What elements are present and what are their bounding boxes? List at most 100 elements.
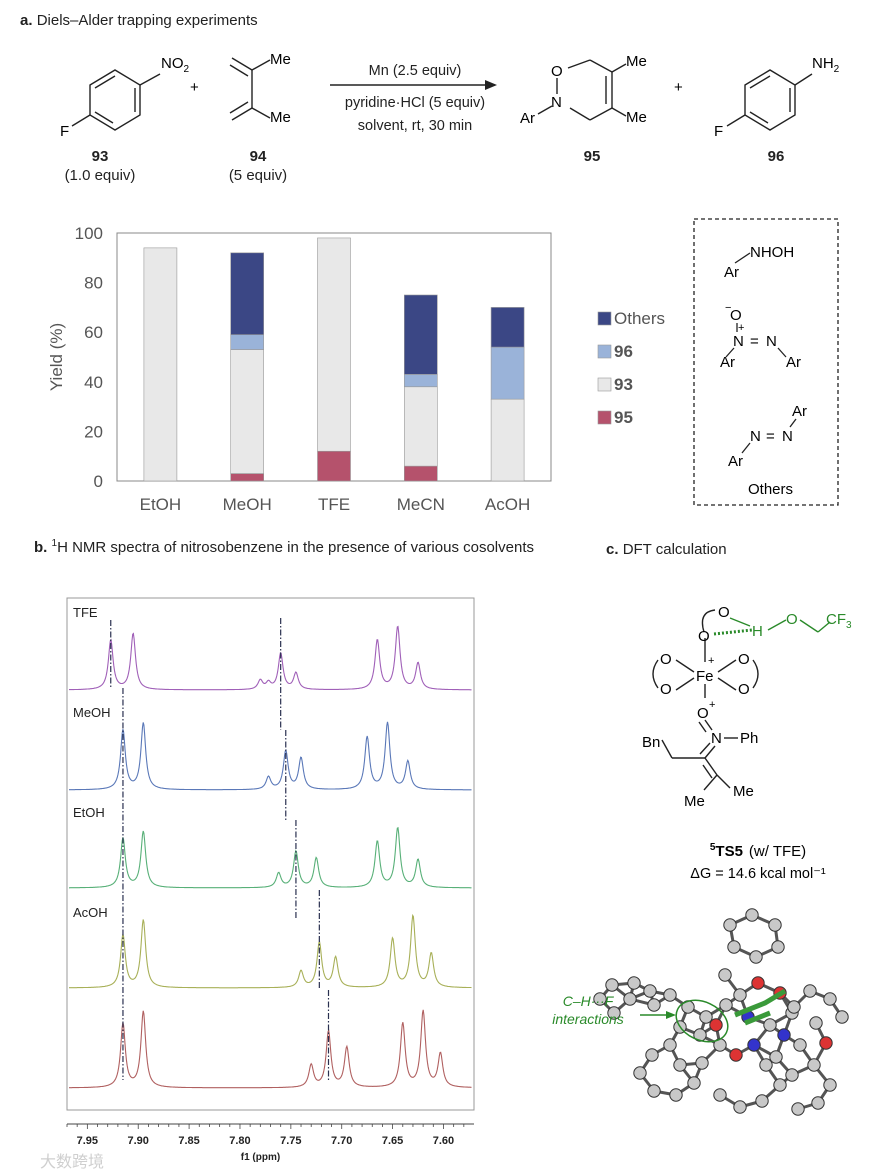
nmr-series-label: TFE (73, 605, 98, 620)
model-tfe-fragment (734, 988, 787, 1026)
others-azo-bonds (741, 418, 797, 454)
nmr-trace-EtOH (69, 826, 472, 889)
others-arnhoh-bonds (734, 252, 751, 264)
y-tick-label: 100 (75, 224, 103, 243)
model-atom (663, 988, 677, 1002)
others-azo-n2: N (782, 428, 793, 445)
x-tick-label: MeOH (223, 495, 272, 514)
model-atom (647, 998, 661, 1012)
ts-o-plus: + (709, 699, 715, 711)
ts-h: H (752, 623, 763, 640)
x-tick-label: EtOH (140, 495, 182, 514)
condition-line-1: Mn (2.5 equiv) (368, 63, 462, 79)
others-azo-eq: = (766, 428, 775, 445)
model-atom (718, 968, 732, 982)
model-atom (673, 1058, 687, 1072)
legend-label-Others: Others (614, 309, 665, 328)
cmpd94-structure (229, 57, 271, 121)
cmpd96-nh2: NH2 (812, 55, 840, 75)
model-atom (695, 1056, 709, 1070)
y-tick-label: 0 (94, 472, 103, 491)
bar-chart: 0 20 40 60 80 100 Yield (%) EtOH MeOH TFE MeCN AcOH… (47, 224, 665, 514)
bar-95-TFE (317, 450, 351, 482)
model-atom (823, 992, 837, 1006)
model-atom (607, 1006, 621, 1020)
cmpd93-f: F (60, 123, 69, 140)
cmpd96-structure (726, 69, 813, 131)
ts-o1: O (718, 604, 730, 621)
others-box-border (693, 218, 839, 506)
y-tick-label: 60 (84, 323, 103, 342)
others-azoxy-plus: + (738, 322, 744, 334)
others-azoxy-n1: N (733, 333, 744, 350)
model-atom (605, 978, 619, 992)
chf-annotation-line1: C–H···F (562, 993, 614, 1009)
model-atom (811, 1096, 825, 1110)
condition-line-2: pyridine·HCl (5 equiv) (344, 95, 486, 111)
others-ar-5: Ar (728, 453, 743, 470)
nmr-frame (66, 597, 475, 1111)
cmpd96-label: 96 (767, 148, 785, 165)
model-atom (793, 1038, 807, 1052)
ts-o6: O (738, 681, 750, 698)
ts-fe: Fe (696, 668, 714, 685)
section-b-title: b. 1H NMR spectra of nitrosobenzene in t… (34, 538, 534, 556)
bar-Others-MeOH (230, 252, 264, 335)
legend-label-96: 96 (614, 342, 633, 361)
others-azoxy-eq: = (750, 333, 759, 350)
ts-tfe-bonds (713, 617, 831, 636)
nmr-x-tick-label: 7.90 (128, 1135, 149, 1147)
legend-label-93: 93 (614, 375, 633, 394)
annotation-arrow-head (666, 1011, 676, 1019)
nmr-x-tick-label: 7.85 (178, 1135, 199, 1147)
model-atom (699, 1010, 713, 1024)
bar-93-TFE (317, 237, 351, 452)
section-a-title-text: Diels–Alder trapping experiments (36, 12, 258, 29)
model-atom (643, 984, 657, 998)
others-ar-3: Ar (786, 354, 801, 371)
others-azoxy-minus: − (725, 302, 731, 314)
nmr-x-tick-label: 7.60 (433, 1135, 454, 1147)
ts-o5: O (738, 651, 750, 668)
others-azoxy-o: O (730, 307, 742, 324)
bar-93-EtOH (143, 247, 178, 482)
bar-95-MeOH (230, 473, 264, 482)
model-atom (727, 940, 741, 954)
ts-o2: O (698, 628, 710, 645)
model-atom (687, 1076, 701, 1090)
nmr-trace-TFE (69, 625, 472, 691)
chf-annotation-line2: interactions (552, 1011, 624, 1027)
ts-energy: ΔG = 14.6 kcal mol⁻¹ (690, 866, 826, 882)
nmr-chart: TFE MeOH EtOH AcOH 7.95 7.90 7.85 7.80 7.75 7.70 7… (66, 597, 475, 1163)
section-c-title-text: DFT calculation (622, 541, 727, 558)
ts-bonds (652, 609, 759, 791)
x-tick-label: AcOH (485, 495, 530, 514)
nmr-series-label: EtOH (73, 805, 105, 820)
bar-93-AcOH (490, 398, 525, 482)
cmpd94-label: 94 (249, 148, 267, 165)
model-atom (593, 992, 607, 1006)
y-tick-label: 40 (84, 373, 103, 392)
model-atom (633, 1066, 647, 1080)
plus-sign-2: + (674, 79, 683, 96)
cmpd94-me1: Me (270, 51, 291, 68)
others-azoxy-n2: N (766, 333, 777, 350)
others-ar-2: Ar (720, 354, 735, 371)
y-tick-label: 20 (84, 422, 103, 441)
reaction-scheme: F NO2 + Me Me O N Ar Me Me + F NH2 (60, 51, 840, 140)
others-azo-n1: N (750, 428, 761, 445)
model-atom (809, 1016, 823, 1030)
cmpd95-o: O (551, 63, 563, 80)
nmr-trace-AcOH (69, 913, 472, 989)
model-atom (733, 1100, 747, 1114)
cmpd95-me1: Me (626, 53, 647, 70)
model-atom (763, 1018, 777, 1032)
cmpd95-label: 95 (583, 148, 601, 165)
bar-Others-AcOH (490, 307, 525, 348)
ts-label: 5TS5 (w/ TFE) (710, 842, 806, 860)
bar-96-MeCN (403, 374, 438, 388)
section-a-letter: a. (20, 12, 33, 29)
model-atom (733, 988, 747, 1002)
ts-bn: Bn (642, 734, 660, 751)
x-tick-label: TFE (318, 495, 350, 514)
